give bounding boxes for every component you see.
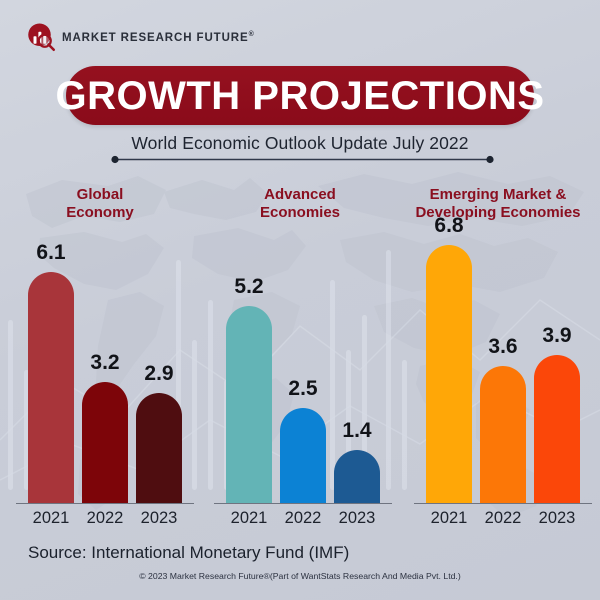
group-heading-line-1: Advanced [264,186,336,203]
bar-value-label: 3.2 [90,351,120,374]
x-axis-line [16,503,194,504]
x-tick-label: 2021 [32,509,70,527]
page-title: GROWTH PROJECTIONS [55,73,545,118]
x-tick-label: 2022 [484,509,522,527]
group-heading-line-1: Emerging Market & [429,186,567,203]
bar-slot: 6.1 [28,230,74,503]
bar-value-label: 2.9 [144,362,174,385]
bar-plot: 6.8 3.6 3.9 [408,215,598,503]
bar-slot: 2.9 [136,230,182,503]
x-tick-label: 2022 [86,509,124,527]
x-axis-labels: 2021 2022 2023 [208,510,398,532]
bar [82,382,128,503]
group-heading-line-2: Economies [259,204,341,222]
copyright-note: © 2023 Market Research Future®(Part of W… [139,571,461,581]
title-banner: GROWTH PROJECTIONS [55,66,544,125]
bar-value-label: 6.8 [434,214,464,237]
x-axis-labels: 2021 2022 2023 [10,510,200,532]
chart-magnifier-icon [28,23,56,52]
x-axis-line [214,503,392,504]
bar-value-label: 1.4 [342,419,372,442]
bar [426,245,472,503]
bar-group-emerging-markets: 6.8 3.6 3.9 2021 2022 2023 [408,215,598,532]
bar-slot: 1.4 [334,230,380,503]
x-axis-labels: 2021 2022 2023 [408,510,598,532]
logo-text-label: MARKET RESEARCH FUTURE [62,31,249,44]
group-heading-global-economy: Global Economy [2,186,198,223]
bar-value-label: 5.2 [234,275,264,298]
bar-value-label: 6.1 [36,241,66,264]
x-tick-label: 2022 [284,509,322,527]
group-heading-advanced-economies: Advanced Economies [202,186,398,223]
bar-plot: 5.2 2.5 1.4 [208,230,398,503]
bar-slot: 2.5 [280,230,326,503]
x-tick-label: 2021 [430,509,468,527]
bar-group-global-economy: 6.1 3.2 2.9 2021 2022 2023 [10,230,200,530]
bar-value-label: 3.9 [542,324,572,347]
bar [534,355,580,503]
bar-value-label: 3.6 [488,335,518,358]
bar [226,306,272,503]
x-axis-line [414,503,592,504]
group-heading-emerging-markets: Emerging Market & Developing Economies [398,186,598,223]
bar [280,408,326,503]
page-subtitle: World Economic Outlook Update July 2022 [131,133,469,153]
bar-value-label: 2.5 [288,377,318,400]
bar-slot: 3.9 [534,230,580,503]
group-heading-line-2: Economy [66,204,134,222]
source-note: Source: International Monetary Fund (IMF… [28,543,350,562]
x-tick-label: 2023 [338,509,376,527]
group-heading-line-1: Global [76,186,124,203]
bar-plot: 6.1 3.2 2.9 [10,230,200,503]
bar [334,450,380,503]
x-tick-label: 2021 [230,509,268,527]
bar-slot: 3.6 [480,230,526,503]
x-tick-label: 2023 [538,509,576,527]
x-tick-label: 2023 [140,509,178,527]
logo-wordmark: MARKET RESEARCH FUTURE® [62,31,255,44]
group-heading-line-2: Developing Economies [415,204,581,222]
logo-registered-mark: ® [248,30,255,38]
bar-slot: 3.2 [82,230,128,503]
brand-logo: MARKET RESEARCH FUTURE® [26,22,255,52]
subtitle-divider [111,155,494,164]
bar [480,366,526,503]
bar-slot: 6.8 [426,215,472,503]
bar-group-advanced-economies: 5.2 2.5 1.4 2021 2022 2023 [208,230,398,530]
bar [28,272,74,503]
bar [136,393,182,503]
bar-slot: 5.2 [226,230,272,503]
